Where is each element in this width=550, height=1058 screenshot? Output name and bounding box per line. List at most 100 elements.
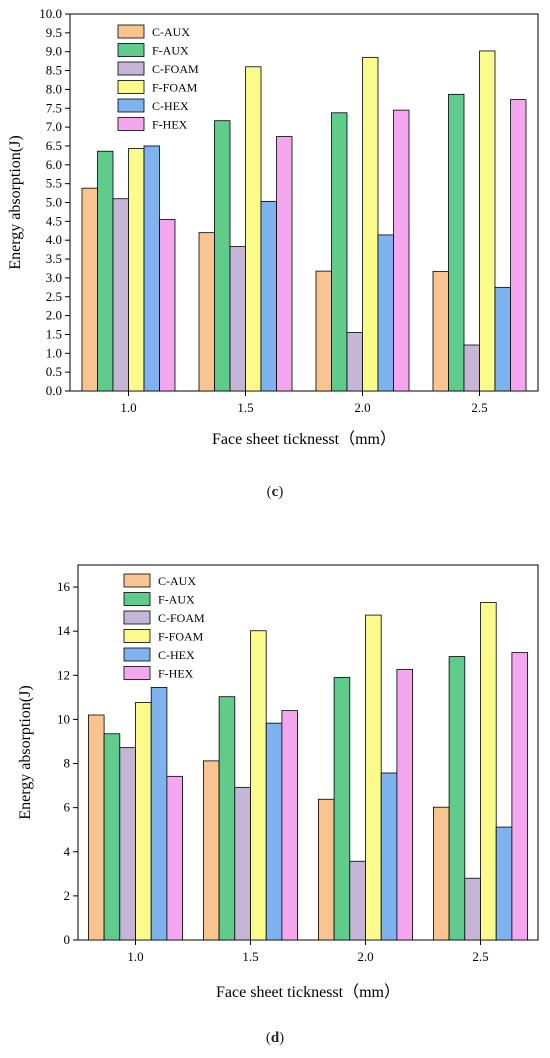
legend-swatch: [117, 80, 145, 94]
y-axis-title: Energy absorption(J): [7, 135, 24, 269]
y-tick-label: 2: [64, 888, 71, 903]
legend-swatch: [117, 61, 145, 76]
y-tick-label: 14: [57, 623, 71, 638]
y-tick-label: 7.0: [46, 119, 62, 134]
y-tick-label: 8.0: [46, 81, 62, 96]
caption-d: (d): [0, 1030, 550, 1047]
bar-f-foam: [250, 630, 267, 941]
legend-swatch: [123, 647, 151, 662]
y-tick-label: 12: [57, 667, 70, 682]
bar-f-aux: [331, 112, 348, 392]
bar-c-aux: [317, 798, 335, 941]
y-tick-label: 0: [64, 932, 71, 947]
legend-swatch: [117, 24, 145, 39]
legend-label: F-AUX: [158, 593, 195, 607]
y-tick-label: 3.0: [46, 270, 62, 285]
bar-f-hex: [159, 219, 176, 392]
chart-d: 0 2 4 6 8 10 12 14 16 1.0 1.5 2.0 2.5 Face sheet tick…: [17, 564, 539, 1001]
bar-c-foam: [346, 332, 363, 392]
y-tick-label: 2.5: [46, 289, 62, 304]
caption-letter: c: [271, 484, 279, 500]
bar-c-hex: [495, 826, 513, 941]
caption-close: ): [278, 484, 284, 500]
bar-c-aux: [198, 232, 215, 392]
bar-c-foam: [119, 747, 136, 941]
x-tick-label: 1.0: [120, 400, 136, 415]
legend-label: C-HEX: [158, 648, 195, 662]
bar-f-foam: [365, 614, 382, 941]
caption-close: ): [279, 1030, 285, 1046]
y-tick-label: 0.0: [46, 383, 62, 398]
bar-f-hex: [510, 99, 527, 392]
legend: C-AUX F-AUX C-FOAM F-FOAM C-HEX F-HEX: [123, 573, 205, 681]
legend-swatch: [123, 666, 151, 680]
x-tick-label: 2.0: [354, 400, 370, 415]
bar-f-foam: [245, 66, 262, 392]
bar-f-aux: [448, 93, 465, 392]
bar-c-foam: [464, 877, 481, 941]
y-tick-label: 10.0: [39, 6, 62, 21]
bar-c-hex: [143, 145, 160, 392]
y-tick-label: 10: [57, 711, 70, 726]
caption-open: (: [266, 484, 272, 500]
y-tick-label: 4: [64, 844, 71, 859]
legend: C-AUX F-AUX C-FOAM F-FOAM C-HEX F-HEX: [117, 24, 199, 132]
bar-c-aux: [315, 270, 332, 392]
y-tick-label: 8.5: [46, 63, 62, 78]
legend-label: F-FOAM: [158, 630, 204, 644]
x-tick-label: 1.5: [242, 949, 258, 964]
chart-c: 0.0 0.5 1.0 1.5 2.0 2.5 3.0 3.5 4.0 4.5 5.0 5.5 6.0 6…: [7, 6, 539, 448]
bar-f-aux: [214, 120, 231, 392]
x-axis-title: Face sheet ticknesst（mm）: [212, 430, 396, 448]
bar-c-hex: [380, 772, 398, 941]
caption-open: (: [265, 1030, 271, 1046]
y-tick-label: 6: [64, 800, 71, 815]
bar-f-foam: [135, 702, 152, 941]
legend-label: F-HEX: [152, 118, 188, 132]
y-tick-label: 5.0: [46, 195, 62, 210]
y-tick-label: 4.5: [46, 213, 62, 228]
bar-c-aux: [81, 187, 98, 392]
legend-label: C-FOAM: [158, 611, 205, 625]
y-tick-label: 2.0: [46, 308, 62, 323]
caption-letter: d: [270, 1030, 280, 1046]
bar-c-hex: [150, 687, 168, 941]
bar-c-hex: [494, 286, 511, 392]
bar-c-aux: [432, 806, 450, 941]
y-tick-label: 4.0: [46, 232, 62, 247]
bar-c-foam: [229, 246, 246, 392]
legend-label: C-AUX: [158, 574, 196, 588]
bar-f-aux: [218, 696, 236, 941]
y-tick-label: 7.5: [46, 100, 62, 115]
bar-f-aux: [103, 733, 121, 941]
legend-label: C-AUX: [152, 25, 190, 39]
caption-c: (c): [0, 484, 550, 501]
bar-f-foam: [479, 50, 496, 392]
y-axis-title: Energy absorption(J): [17, 685, 34, 819]
bar-c-foam: [349, 860, 366, 941]
y-tick-label: 0.5: [46, 364, 62, 379]
x-tick-label: 2.5: [472, 949, 488, 964]
bar-c-hex: [260, 200, 277, 392]
bar-f-hex: [281, 710, 298, 941]
bar-f-hex: [396, 668, 413, 941]
bar-c-aux: [202, 760, 220, 941]
legend-label: F-HEX: [158, 667, 194, 681]
bar-c-foam: [463, 344, 480, 392]
bar-f-hex: [393, 109, 410, 392]
bar-f-foam: [480, 602, 497, 941]
x-tick-label: 2.0: [357, 949, 373, 964]
bar-c-hex: [265, 722, 283, 941]
legend-label: F-FOAM: [152, 81, 198, 95]
x-tick-label: 1.0: [127, 949, 143, 964]
bar-f-hex: [511, 652, 528, 941]
y-tick-label: 1.5: [46, 326, 62, 341]
bar-c-hex: [377, 234, 394, 392]
bar-f-aux: [97, 150, 114, 392]
bar-c-aux: [432, 271, 449, 392]
y-tick-label: 9.5: [46, 25, 62, 40]
legend-swatch: [123, 629, 151, 643]
bar-c-foam: [112, 198, 129, 392]
bar-f-hex: [166, 775, 183, 941]
x-tick-label: 1.5: [237, 400, 253, 415]
